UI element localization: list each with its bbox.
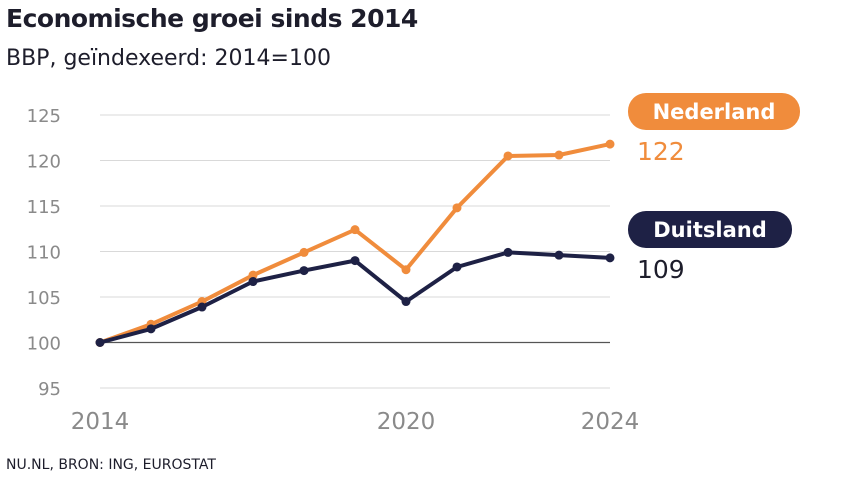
chart-title: Economische groei sinds 2014: [6, 4, 418, 33]
data-point-duitsland: [503, 247, 513, 257]
data-point-duitsland: [248, 277, 258, 287]
data-point-nederland: [350, 225, 360, 235]
x-tick-label: 2024: [581, 409, 640, 435]
data-point-duitsland: [350, 256, 360, 266]
data-point-duitsland: [605, 253, 615, 263]
legend-pill-nederland: [628, 93, 800, 130]
series-lines: [95, 139, 615, 347]
data-point-duitsland: [401, 297, 411, 307]
data-point-nederland: [503, 151, 513, 161]
source-credit: NU.NL, BRON: ING, EUROSTAT: [6, 457, 216, 473]
y-tick-label: 95: [38, 379, 61, 400]
end-value-duitsland: 109: [637, 255, 685, 284]
y-tick-label: 105: [27, 288, 61, 309]
data-point-duitsland: [452, 262, 462, 272]
data-point-duitsland: [95, 338, 105, 347]
y-tick-label: 115: [27, 197, 61, 218]
data-point-duitsland: [146, 324, 156, 334]
series-labels: Nederland 122 Duitsland 109: [628, 93, 800, 284]
legend-pill-duitsland: [628, 211, 792, 248]
data-point-nederland: [248, 270, 258, 280]
y-tick-label: 125: [27, 106, 61, 127]
legend-label-nederland: Nederland: [653, 100, 776, 124]
data-point-nederland: [401, 265, 411, 275]
data-point-duitsland: [299, 266, 309, 276]
x-tick-label: 2014: [71, 409, 130, 435]
y-tick-label: 120: [27, 152, 61, 173]
line-chart: 95 100 105 110 115 120 125 2014 2020 2024 Nederl…: [27, 93, 800, 435]
data-point-nederland: [554, 150, 564, 160]
data-point-nederland: [299, 247, 309, 257]
series-line-nederland: [98, 142, 612, 345]
y-tick-label: 110: [27, 243, 61, 264]
legend-label-duitsland: Duitsland: [653, 218, 766, 242]
data-point-duitsland: [197, 302, 207, 312]
data-point-duitsland: [554, 250, 564, 260]
y-axis-ticks: 95 100 105 110 115 120 125: [27, 106, 61, 400]
end-value-nederland: 122: [637, 137, 685, 166]
y-tick-label: 100: [27, 334, 61, 355]
data-point-nederland: [605, 139, 615, 149]
x-axis-ticks: 2014 2020 2024: [71, 409, 640, 435]
chart-subtitle: BBP, geïndexeerd: 2014=100: [6, 46, 331, 71]
x-tick-label: 2020: [377, 409, 436, 435]
data-point-nederland: [452, 203, 462, 213]
